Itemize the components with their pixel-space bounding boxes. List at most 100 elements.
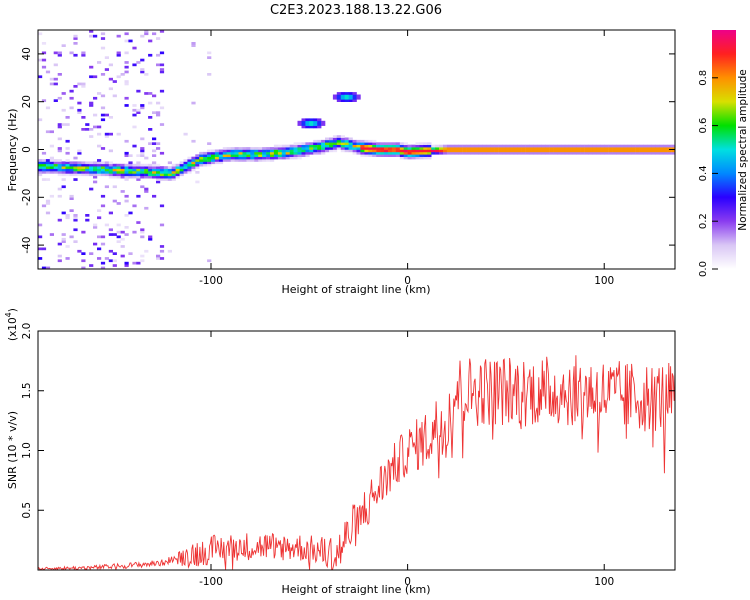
heatmap-cell xyxy=(352,139,357,143)
heatmap-cell xyxy=(592,151,597,155)
heatmap-cell xyxy=(65,139,70,143)
heatmap-cell xyxy=(474,151,479,155)
heatmap-cell xyxy=(136,89,141,93)
heatmap-cell xyxy=(321,149,326,153)
colorbar-tick-label: 0.6 xyxy=(698,118,709,134)
heatmap-cell xyxy=(411,156,416,160)
heatmap-cell xyxy=(140,230,145,234)
heatmap-cell xyxy=(568,149,573,153)
heatmap-cell xyxy=(85,161,90,165)
heatmap-cell xyxy=(120,230,125,234)
heatmap-cell xyxy=(57,187,62,191)
heatmap-cell xyxy=(112,185,117,189)
heatmap-cell xyxy=(391,154,397,157)
heatmap-cell xyxy=(73,214,78,217)
heatmap-cell xyxy=(187,156,192,160)
heatmap-cell xyxy=(576,151,581,155)
heatmap-cell xyxy=(112,168,117,172)
heatmap-cell xyxy=(73,168,78,172)
heatmap-cell xyxy=(537,149,542,153)
heatmap-cell xyxy=(152,32,157,36)
heatmap-cell xyxy=(73,34,78,38)
heatmap-cell xyxy=(41,247,47,251)
heatmap-cell xyxy=(466,144,471,148)
heatmap-cell xyxy=(207,151,212,155)
heatmap-cell xyxy=(57,159,62,162)
heatmap-cell xyxy=(388,149,393,153)
heatmap-cell xyxy=(384,147,389,150)
heatmap-cell xyxy=(132,168,137,172)
heatmap-cell xyxy=(364,144,369,148)
heatmap-cell xyxy=(427,144,432,148)
heatmap-cell xyxy=(419,149,424,153)
heatmap-cell xyxy=(144,73,149,76)
heatmap-cell xyxy=(167,166,172,169)
heatmap-cell xyxy=(277,147,283,150)
heatmap-cell xyxy=(584,149,589,153)
heatmap-cell xyxy=(156,257,161,260)
heatmap-cell xyxy=(242,159,247,162)
heatmap-cell xyxy=(270,149,275,153)
heatmap-cell xyxy=(395,147,400,150)
heatmap-cell xyxy=(529,144,534,148)
heatmap-cell xyxy=(580,147,585,150)
heatmap-cell xyxy=(360,154,365,157)
snr-background xyxy=(38,331,675,570)
heatmap-cell xyxy=(183,132,188,136)
heatmap-cell xyxy=(281,147,286,150)
heatmap-cell xyxy=(309,118,314,122)
heatmap-cell xyxy=(470,147,475,150)
heatmap-cell xyxy=(297,156,302,160)
heatmap-cell xyxy=(214,156,220,160)
heatmap-cell xyxy=(93,113,98,117)
heatmap-cell xyxy=(568,147,573,150)
heatmap-cell xyxy=(427,156,432,160)
heatmap-cell xyxy=(313,118,318,122)
heatmap-cell xyxy=(368,142,373,145)
heatmap-cell xyxy=(317,123,322,126)
heatmap-cell xyxy=(89,187,94,191)
heatmap-cell xyxy=(49,159,54,162)
y-tick-label: 1.5 xyxy=(21,382,33,399)
heatmap-cell xyxy=(297,144,302,148)
heatmap-cell xyxy=(305,123,310,126)
heatmap-cell xyxy=(124,39,129,43)
heatmap-cell xyxy=(380,147,385,150)
heatmap-cell xyxy=(293,151,298,155)
heatmap-cell xyxy=(97,209,102,212)
heatmap-cell xyxy=(443,151,448,155)
heatmap-cell xyxy=(108,77,113,81)
heatmap-cell xyxy=(148,171,153,174)
heatmap-cell xyxy=(655,149,660,153)
heatmap-cell xyxy=(505,144,511,148)
heatmap-cell xyxy=(572,151,577,155)
heatmap-cell xyxy=(148,101,153,105)
heatmap-cell xyxy=(608,151,613,155)
heatmap-cell xyxy=(226,151,231,155)
heatmap-cell xyxy=(77,173,82,177)
heatmap-cell xyxy=(53,166,58,169)
heatmap-cell xyxy=(289,147,294,150)
heatmap-cell xyxy=(124,151,129,155)
heatmap-cell xyxy=(478,149,483,153)
heatmap-cell xyxy=(183,159,188,162)
heatmap-cell xyxy=(289,151,294,155)
heatmap-cell xyxy=(466,147,471,150)
colorbar-tick-label: 0.4 xyxy=(698,165,709,181)
heatmap-cell xyxy=(537,144,542,148)
heatmap-cell xyxy=(140,34,145,38)
heatmap-cell xyxy=(301,154,306,157)
heatmap-cell xyxy=(207,161,212,165)
heatmap-cell xyxy=(450,151,456,155)
heatmap-cell xyxy=(305,144,310,148)
heatmap-cell xyxy=(38,235,43,239)
heatmap-cell xyxy=(423,154,428,157)
heatmap-cell xyxy=(124,82,129,86)
heatmap-cell xyxy=(529,147,534,150)
heatmap-cell xyxy=(57,161,62,165)
heatmap-cell xyxy=(564,149,570,153)
heatmap-cell xyxy=(423,147,428,150)
heatmap-cell xyxy=(458,144,463,148)
heatmap-cell xyxy=(73,178,78,181)
heatmap-cell xyxy=(159,63,165,67)
